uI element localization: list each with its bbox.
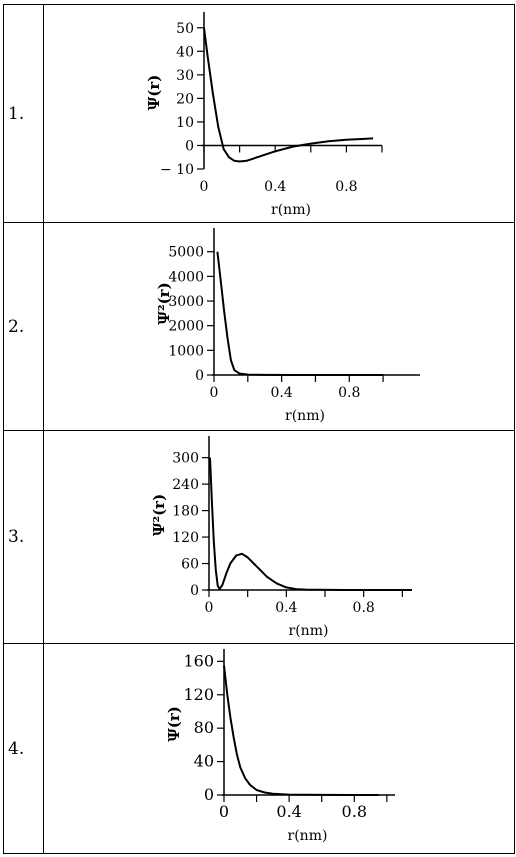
table-row: 1. − 10 0 10 20 30 40 50 0 0.4 0.8 r(nm) Ψ(r) bbox=[3, 4, 515, 223]
row-label: 2. bbox=[3, 222, 44, 431]
y-tick-label: 300 bbox=[172, 450, 199, 466]
series-line bbox=[203, 27, 374, 162]
chart-psi-4: 0 40 80 120 160 0 0.4 0.8 r(nm) Ψ(r) bbox=[165, 648, 395, 844]
y-axis-label: Ψ(r) bbox=[145, 74, 163, 110]
y-tick-label: 60 bbox=[181, 556, 199, 572]
table-row: 2. 0 1000 2000 3000 4000 5000 0 0.4 0.8 r(nm) Ψ²(r… bbox=[3, 222, 515, 431]
x-tick-label: 0 bbox=[200, 179, 209, 195]
table-row: 3. 0 60 120 180 240 300 0 0.4 0.8 r(nm) Ψ²(r) bbox=[3, 430, 515, 644]
y-tick-label: 240 bbox=[172, 477, 199, 493]
y-tick-label: 40 bbox=[194, 751, 214, 770]
x-axis-label: r(nm) bbox=[271, 202, 311, 218]
x-tick-label: 0.8 bbox=[338, 385, 360, 401]
x-tick-label: 0.8 bbox=[342, 802, 367, 821]
y-axis-label: Ψ(r) bbox=[165, 706, 183, 742]
chart-psi-squared-2: 0 1000 2000 3000 4000 5000 0 0.4 0.8 r(nm) Ψ²(r) bbox=[155, 227, 420, 424]
plot-cell: 0 1000 2000 3000 4000 5000 0 0.4 0.8 r(nm) Ψ²(r) bbox=[43, 222, 515, 431]
y-tick-label: 2000 bbox=[168, 318, 204, 334]
y-tick-label: 20 bbox=[176, 91, 194, 107]
y-tick-label: 0 bbox=[204, 785, 214, 804]
series-line bbox=[216, 251, 384, 376]
x-axis-label: r(nm) bbox=[288, 828, 328, 844]
y-tick-label: − 10 bbox=[160, 162, 194, 178]
series-line bbox=[209, 457, 412, 591]
y-tick-label: 5000 bbox=[168, 244, 204, 260]
y-tick-label: 120 bbox=[172, 530, 199, 546]
y-axis-label: Ψ²(r) bbox=[150, 493, 168, 535]
x-tick-label: 0.8 bbox=[353, 600, 375, 616]
x-tick-label: 0 bbox=[219, 802, 229, 821]
y-tick-label: 10 bbox=[176, 114, 194, 130]
x-axis-label: r(nm) bbox=[289, 623, 329, 639]
x-axis-label: r(nm) bbox=[285, 408, 325, 424]
x-tick-label: 0.4 bbox=[275, 600, 297, 616]
x-tick-label: 0.4 bbox=[264, 179, 286, 195]
y-tick-label: 4000 bbox=[168, 269, 204, 285]
row-label: 3. bbox=[3, 430, 44, 644]
x-tick-label: 0 bbox=[210, 385, 219, 401]
y-tick-label: 0 bbox=[190, 583, 199, 599]
series-line bbox=[223, 664, 379, 796]
y-tick-label: 30 bbox=[176, 67, 194, 83]
y-tick-label: 50 bbox=[176, 20, 194, 36]
x-tick-label: 0.8 bbox=[335, 179, 357, 195]
chart-psi-1: − 10 0 10 20 30 40 50 0 0.4 0.8 r(nm) Ψ(r) bbox=[145, 11, 383, 218]
y-tick-label: 1000 bbox=[168, 343, 204, 359]
y-tick-label: 160 bbox=[183, 651, 214, 670]
y-tick-label: 0 bbox=[195, 368, 204, 384]
row-label: 4. bbox=[3, 643, 44, 854]
x-tick-label: 0.4 bbox=[276, 802, 301, 821]
row-label: 1. bbox=[3, 4, 44, 223]
plot-cell: − 10 0 10 20 30 40 50 0 0.4 0.8 r(nm) Ψ(r) bbox=[43, 4, 515, 223]
y-tick-label: 0 bbox=[185, 138, 194, 154]
y-tick-label: 3000 bbox=[168, 294, 204, 310]
y-tick-label: 180 bbox=[172, 503, 199, 519]
y-tick-label: 120 bbox=[183, 684, 214, 703]
plot-cell: 0 40 80 120 160 0 0.4 0.8 r(nm) Ψ(r) bbox=[43, 643, 515, 854]
y-tick-label: 40 bbox=[176, 44, 194, 60]
x-tick-label: 0.4 bbox=[271, 385, 293, 401]
y-axis-label: Ψ²(r) bbox=[155, 282, 173, 324]
y-tick-label: 80 bbox=[194, 718, 214, 737]
plot-cell: 0 60 120 180 240 300 0 0.4 0.8 r(nm) Ψ²(r) bbox=[43, 430, 515, 644]
table-row: 4. 0 40 80 120 160 0 0.4 0.8 r(nm) Ψ(r) bbox=[3, 643, 515, 854]
chart-psi-squared-3: 0 60 120 180 240 300 0 0.4 0.8 r(nm) Ψ²(r) bbox=[150, 435, 412, 639]
x-tick-label: 0 bbox=[205, 600, 214, 616]
